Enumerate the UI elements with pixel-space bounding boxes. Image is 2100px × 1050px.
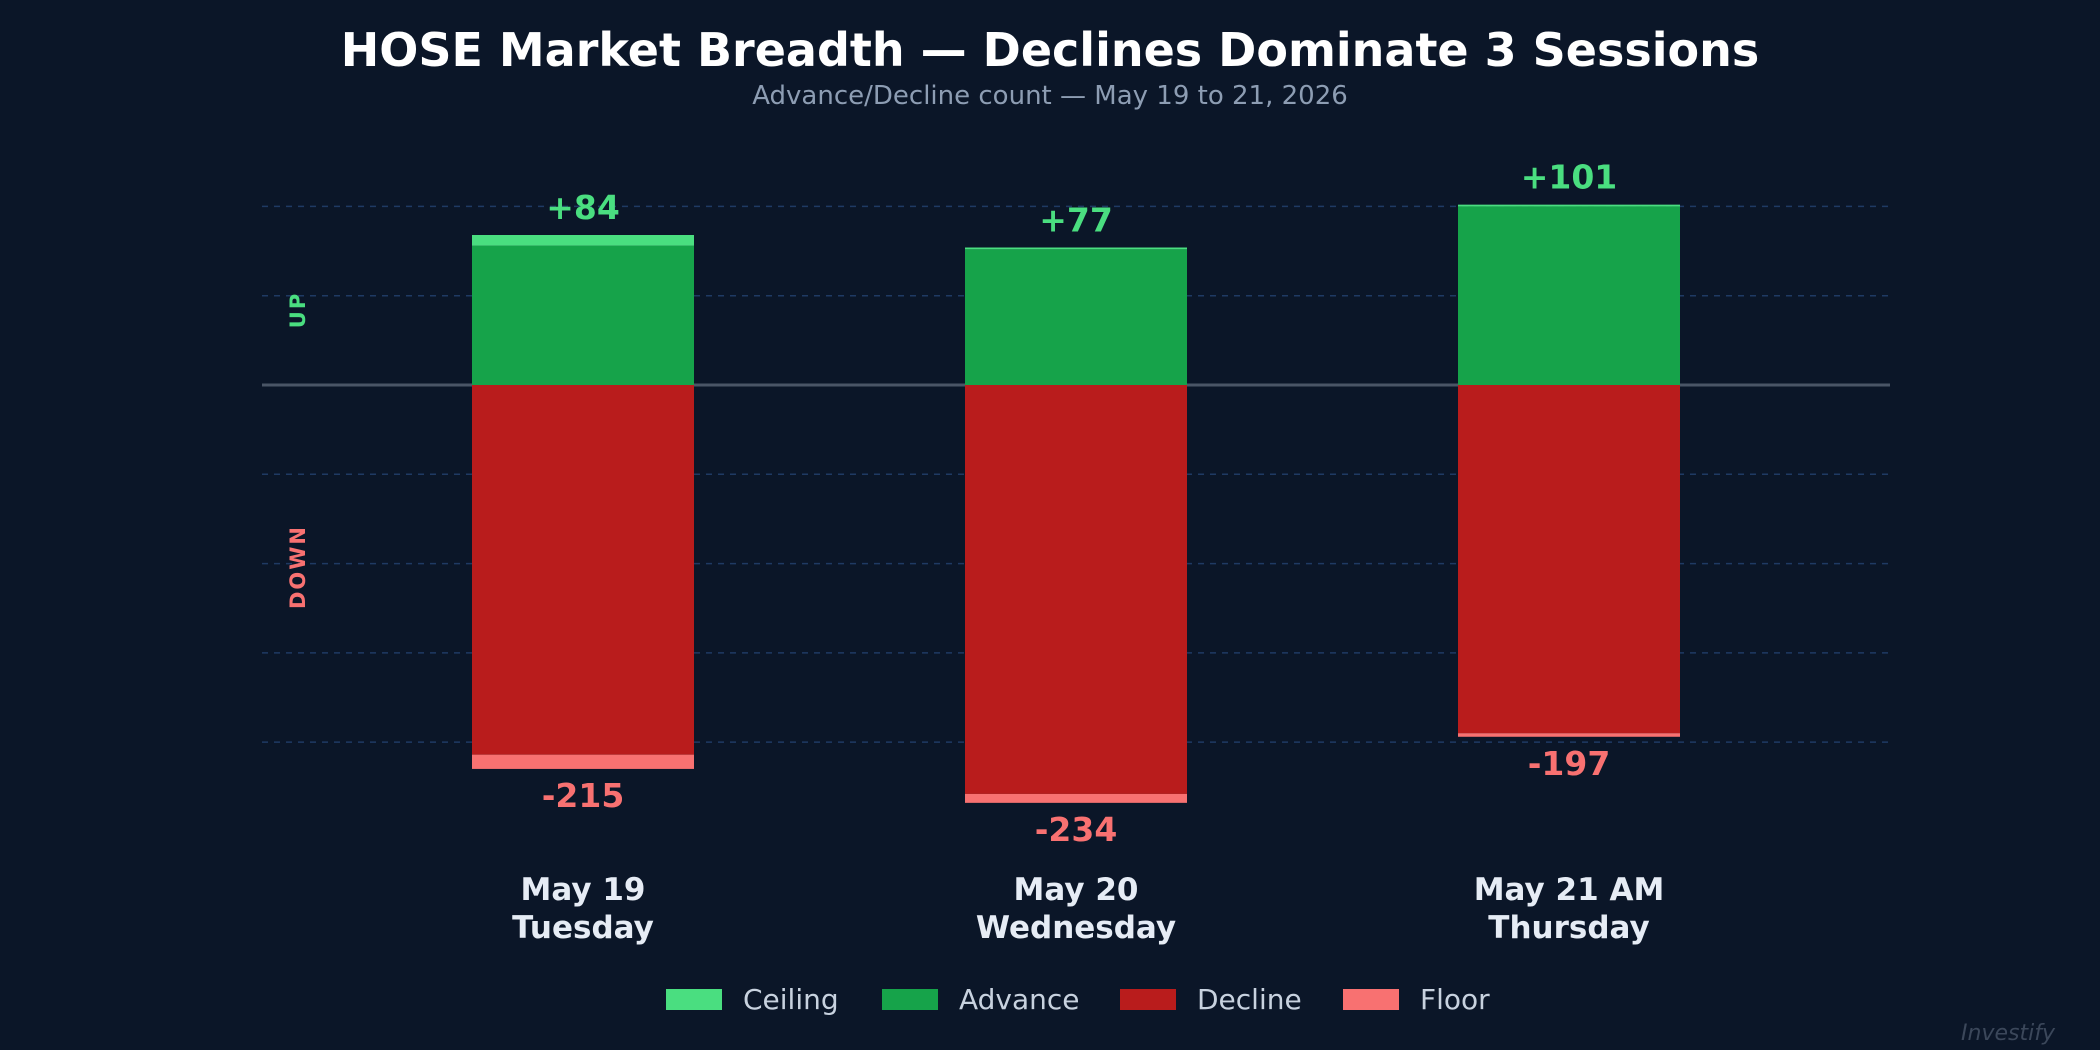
chart-subtitle: Advance/Decline count — May 19 to 21, 20… (752, 81, 1348, 111)
category-weekday-label: Tuesday (512, 910, 654, 946)
down-side-label: DOWN (286, 525, 310, 609)
legend-swatch (1120, 989, 1176, 1010)
bar-decline (472, 385, 694, 755)
bar-ceiling (965, 247, 1187, 250)
category-weekday-label: Wednesday (976, 910, 1176, 946)
category-date-label: May 20 (1014, 872, 1139, 908)
legend-swatch (1343, 989, 1399, 1010)
total-down-label: -215 (542, 776, 625, 815)
bars-layer (472, 204, 1680, 803)
bar-advance (1458, 206, 1680, 385)
bar-decline (965, 385, 1187, 794)
total-up-label: +77 (1039, 201, 1113, 240)
category-date-label: May 21 AM (1474, 872, 1665, 908)
legend-swatch (666, 989, 722, 1010)
total-down-label: -234 (1035, 810, 1118, 849)
bar-advance (965, 249, 1187, 385)
bar-decline (1458, 385, 1680, 734)
total-up-label: +101 (1521, 158, 1618, 197)
watermark-text: Investify (1961, 1021, 2056, 1046)
bar-floor (1458, 733, 1680, 737)
chart-title: HOSE Market Breadth — Declines Dominate … (341, 23, 1760, 77)
legend-label: Floor (1420, 983, 1490, 1016)
bar-advance (472, 245, 694, 385)
total-up-label: +84 (546, 188, 620, 227)
legend-label: Advance (959, 983, 1080, 1016)
category-weekday-label: Thursday (1488, 910, 1649, 946)
legend-swatch (882, 989, 938, 1010)
bar-floor (472, 754, 694, 769)
up-side-label: UP (286, 292, 310, 328)
legend-label: Decline (1197, 983, 1302, 1016)
category-date-label: May 19 (521, 872, 646, 908)
bar-ceiling (1458, 204, 1680, 207)
bar-ceiling (472, 235, 694, 246)
legend-label: Ceiling (743, 983, 839, 1016)
legend: Ceiling Advance Decline Floor (666, 983, 1490, 1016)
total-down-label: -197 (1528, 744, 1611, 783)
bar-floor (965, 793, 1187, 803)
